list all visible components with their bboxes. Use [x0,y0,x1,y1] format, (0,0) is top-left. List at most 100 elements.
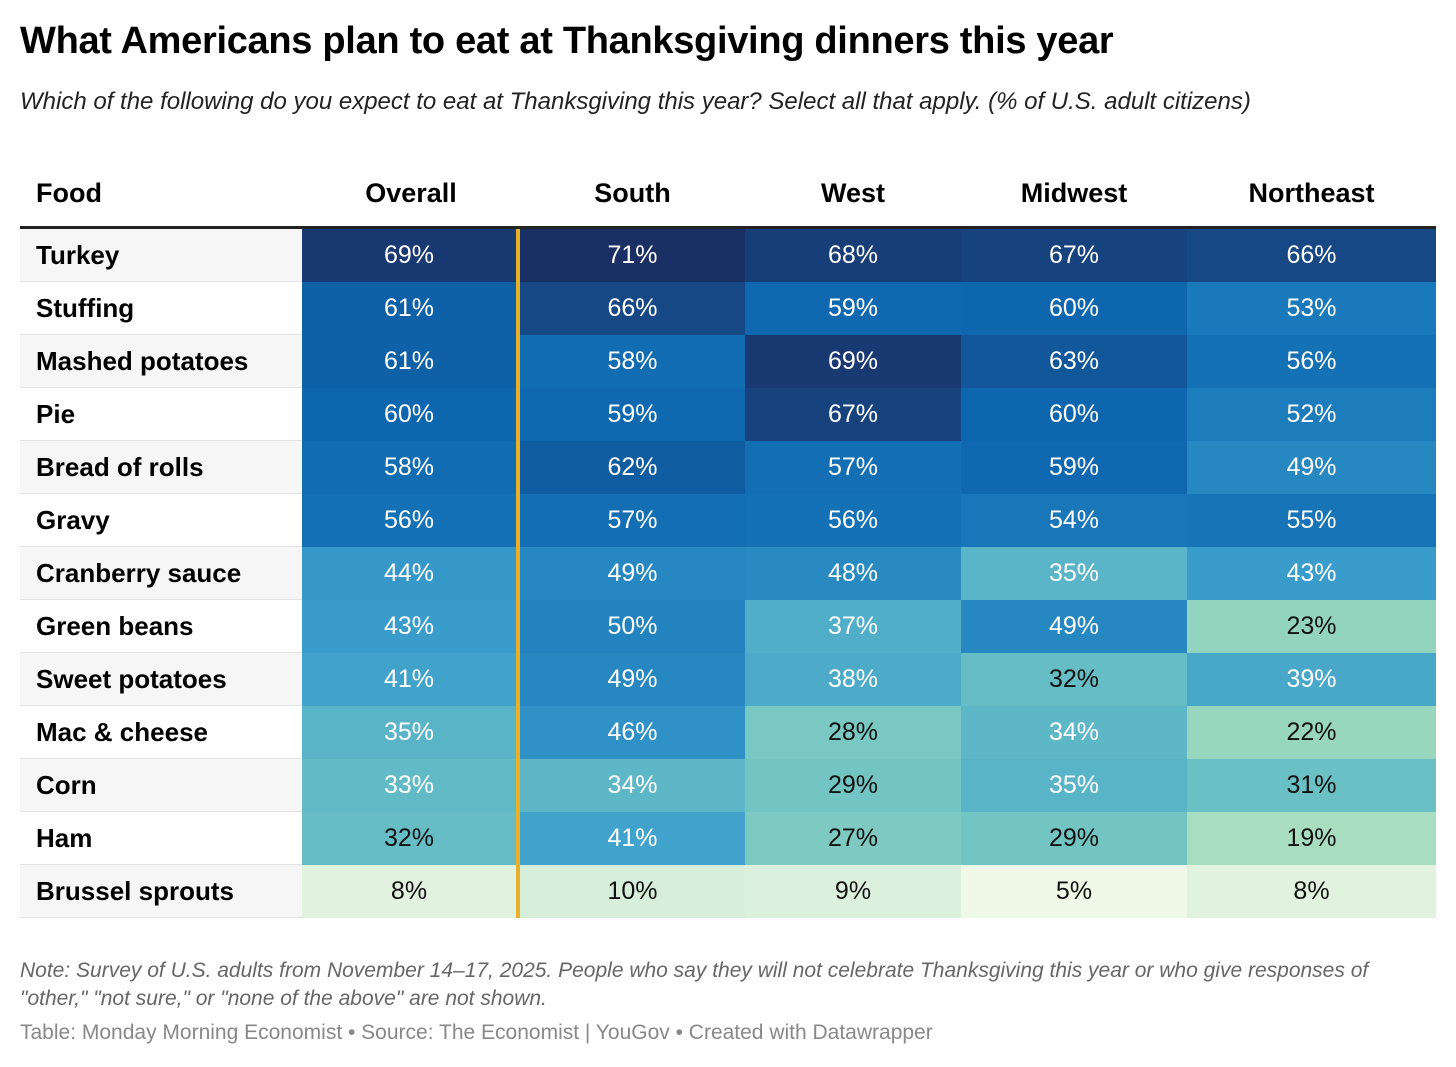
heatmap-cell-south: 10% [520,865,745,918]
heatmap-cell-south: 57% [520,494,745,547]
heatmap-cell-midwest: 49% [961,600,1187,653]
column-header-food: Food [36,177,102,208]
heatmap-cell-south: 34% [520,759,745,812]
table-row: Ham 32% 41% 27% 29% 19% [20,812,1436,865]
food-label: Stuffing [20,282,302,335]
heatmap-cell-west: 37% [745,600,961,653]
column-header-overall: Overall [365,177,457,208]
heatmap-cell-west: 27% [745,812,961,865]
table-row: Green beans 43% 50% 37% 49% 23% [20,600,1436,653]
food-label: Gravy [20,494,302,547]
food-label: Ham [20,812,302,865]
heatmap-cell-midwest: 35% [961,547,1187,600]
heatmap-cell-midwest: 54% [961,494,1187,547]
food-label: Cranberry sauce [20,547,302,600]
heatmap-cell-overall: 60% [302,388,520,441]
chart-subtitle: Which of the following do you expect to … [20,88,1251,115]
heatmap-cell-west: 56% [745,494,961,547]
heatmap-cell-midwest: 59% [961,441,1187,494]
footnote: Note: Survey of U.S. adults from Novembe… [20,959,1369,1010]
food-label: Mac & cheese [20,706,302,759]
source-credit: Table: Monday Morning Economist • Source… [20,1021,933,1044]
heatmap-cell-south: 59% [520,388,745,441]
heatmap-cell-northeast: 22% [1187,706,1436,759]
heatmap-cell-northeast: 8% [1187,865,1436,918]
heatmap-cell-overall: 35% [302,706,520,759]
heatmap-cell-south: 62% [520,441,745,494]
heatmap-cell-overall: 44% [302,547,520,600]
heatmap-cell-west: 38% [745,653,961,706]
heatmap-table: Food Overall South West Midwest Northeas… [20,160,1436,918]
heatmap-cell-midwest: 60% [961,388,1187,441]
heatmap-cell-overall: 61% [302,335,520,388]
heatmap-cell-midwest: 5% [961,865,1187,918]
heatmap-cell-overall: 69% [302,229,520,282]
heatmap-cell-northeast: 23% [1187,600,1436,653]
food-label: Turkey [20,229,302,282]
heatmap-cell-northeast: 43% [1187,547,1436,600]
heatmap-cell-northeast: 66% [1187,229,1436,282]
heatmap-cell-south: 71% [520,229,745,282]
heatmap-cell-west: 67% [745,388,961,441]
food-label: Green beans [20,600,302,653]
heatmap-cell-northeast: 39% [1187,653,1436,706]
heatmap-cell-west: 69% [745,335,961,388]
heatmap-cell-overall: 33% [302,759,520,812]
column-header-midwest: Midwest [1020,177,1128,208]
food-label: Pie [20,388,302,441]
heatmap-cell-midwest: 67% [961,229,1187,282]
heatmap-cell-south: 66% [520,282,745,335]
table-row: Cranberry sauce 44% 49% 48% 35% 43% [20,547,1436,600]
heatmap-cell-northeast: 53% [1187,282,1436,335]
heatmap-cell-south: 46% [520,706,745,759]
heatmap-cell-northeast: 52% [1187,388,1436,441]
heatmap-cell-midwest: 32% [961,653,1187,706]
food-label: Brussel sprouts [20,865,302,918]
heatmap-cell-midwest: 34% [961,706,1187,759]
table-row: Pie 60% 59% 67% 60% 52% [20,388,1436,441]
heatmap-cell-northeast: 55% [1187,494,1436,547]
heatmap-cell-west: 48% [745,547,961,600]
heatmap-cell-northeast: 19% [1187,812,1436,865]
heatmap-cell-midwest: 60% [961,282,1187,335]
food-label: Bread of rolls [20,441,302,494]
column-header-south: South [594,177,671,208]
heatmap-cell-overall: 32% [302,812,520,865]
heatmap-cell-south: 41% [520,812,745,865]
table-row: Brussel sprouts 8% 10% 9% 5% 8% [20,865,1436,918]
heatmap-cell-overall: 61% [302,282,520,335]
heatmap-cell-overall: 58% [302,441,520,494]
heatmap-cell-west: 57% [745,441,961,494]
heatmap-cell-west: 28% [745,706,961,759]
heatmap-cell-west: 68% [745,229,961,282]
heatmap-cell-west: 59% [745,282,961,335]
food-label: Corn [20,759,302,812]
heatmap-cell-south: 50% [520,600,745,653]
heatmap-cell-south: 58% [520,335,745,388]
food-label: Sweet potatoes [20,653,302,706]
heatmap-cell-northeast: 31% [1187,759,1436,812]
table-row: Stuffing 61% 66% 59% 60% 53% [20,282,1436,335]
heatmap-cell-overall: 41% [302,653,520,706]
heatmap-cell-midwest: 29% [961,812,1187,865]
heatmap-cell-south: 49% [520,653,745,706]
heatmap-cell-northeast: 49% [1187,441,1436,494]
table-row: Corn 33% 34% 29% 35% 31% [20,759,1436,812]
table-row: Turkey 69% 71% 68% 67% 66% [20,229,1436,282]
chart-title: What Americans plan to eat at Thanksgivi… [20,20,1114,62]
table-header: Food Overall South West Midwest Northeas… [20,160,1436,229]
heatmap-cell-overall: 56% [302,494,520,547]
column-header-west: West [820,177,886,208]
heatmap-cell-west: 9% [745,865,961,918]
heatmap-cell-midwest: 63% [961,335,1187,388]
heatmap-cell-overall: 8% [302,865,520,918]
table-row: Gravy 56% 57% 56% 54% 55% [20,494,1436,547]
table-row: Sweet potatoes 41% 49% 38% 32% 39% [20,653,1436,706]
heatmap-cell-overall: 43% [302,600,520,653]
heatmap-cell-northeast: 56% [1187,335,1436,388]
heatmap-cell-west: 29% [745,759,961,812]
column-header-northeast: Northeast [1248,177,1375,208]
table-row: Bread of rolls 58% 62% 57% 59% 49% [20,441,1436,494]
heatmap-cell-midwest: 35% [961,759,1187,812]
table-body: Turkey 69% 71% 68% 67% 66% Stuffing 61% 66% 59% 60… [20,229,1436,918]
